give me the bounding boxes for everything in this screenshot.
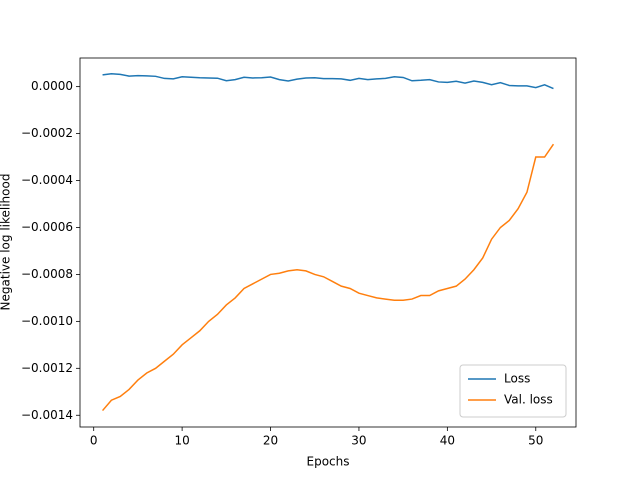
y-tick-label: −0.0006 bbox=[21, 220, 73, 234]
y-tick-label: −0.0010 bbox=[21, 314, 73, 328]
y-tick-label: −0.0002 bbox=[21, 126, 73, 140]
legend-box bbox=[459, 364, 567, 418]
x-tick-label: 0 bbox=[90, 434, 98, 448]
x-axis-label: Epochs bbox=[307, 455, 350, 469]
y-axis-label: Negative log likelihood bbox=[0, 174, 13, 311]
line-series bbox=[102, 72, 554, 90]
y-tick-label: −0.0008 bbox=[21, 267, 73, 281]
y-tick-label: −0.0014 bbox=[21, 408, 73, 422]
y-tick-label: −0.0004 bbox=[21, 173, 73, 187]
y-tick-label: −0.0012 bbox=[21, 361, 73, 375]
x-tick-label: 10 bbox=[174, 434, 189, 448]
axes-frame bbox=[79, 57, 577, 428]
legend-label: Val. loss bbox=[504, 393, 553, 407]
x-tick-label: 40 bbox=[440, 434, 455, 448]
line-series bbox=[101, 143, 555, 412]
y-tick-label: 0.0000 bbox=[31, 79, 73, 93]
x-tick-label: 50 bbox=[528, 434, 543, 448]
x-tick-label: 30 bbox=[351, 434, 366, 448]
legend-label: Loss bbox=[504, 372, 530, 386]
legend: Loss Val. loss bbox=[459, 364, 567, 418]
x-tick-label: 20 bbox=[263, 434, 278, 448]
